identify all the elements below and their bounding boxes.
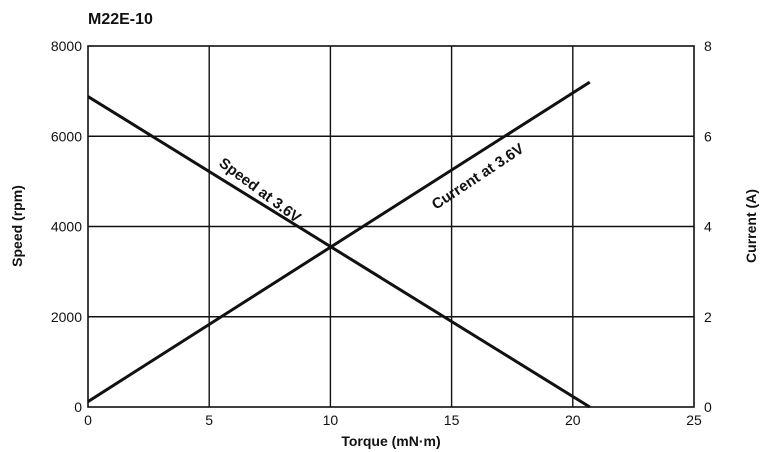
x-tick-label: 0 — [84, 412, 92, 428]
x-tick-label: 15 — [444, 412, 460, 428]
x-axis-label: Torque (mN·m) — [341, 433, 440, 449]
y-tick-label-right: 6 — [704, 128, 712, 144]
grid — [88, 46, 694, 407]
x-tick-label: 25 — [686, 412, 702, 428]
x-tick-label: 5 — [205, 412, 213, 428]
y-axis-label-right: Current (A) — [743, 189, 759, 263]
series-label-speed: Speed at 3.6V — [216, 155, 304, 227]
y-tick-label-right: 0 — [704, 399, 712, 415]
x-tick-label: 20 — [565, 412, 581, 428]
y-tick-label-left: 2000 — [51, 309, 82, 325]
y-tick-label-right: 4 — [704, 219, 712, 235]
y-tick-label-left: 0 — [74, 399, 82, 415]
series-layer — [87, 80, 591, 409]
y-tick-label-left: 8000 — [51, 38, 82, 54]
chart-title: M22E-10 — [88, 11, 153, 28]
speed-line — [87, 95, 591, 409]
y-tick-label-left: 6000 — [51, 128, 82, 144]
y-tick-label-right: 8 — [704, 38, 712, 54]
y-tick-label-right: 2 — [704, 309, 712, 325]
y-axis-label-left: Speed (rpm) — [9, 185, 25, 267]
y-tick-label-left: 4000 — [51, 219, 82, 235]
x-tick-label: 10 — [323, 412, 339, 428]
plot-frame — [87, 45, 695, 408]
current-line — [87, 80, 591, 403]
